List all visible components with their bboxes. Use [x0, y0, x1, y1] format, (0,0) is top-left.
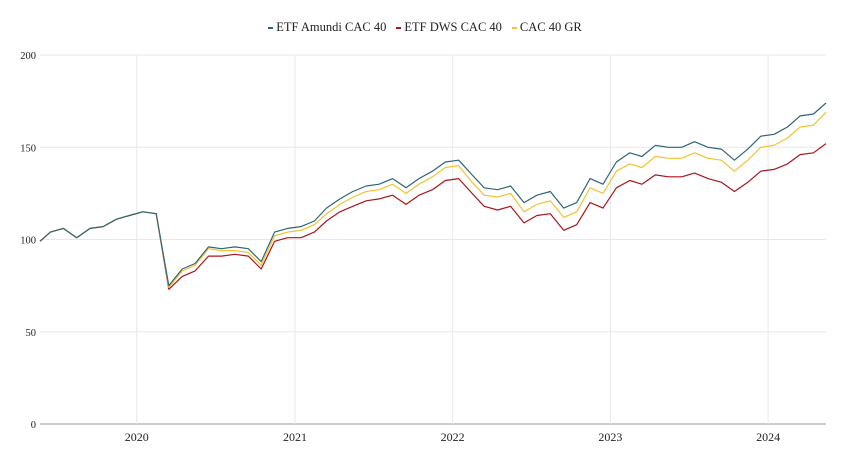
y-tick-label: 0 — [31, 420, 36, 431]
legend-item[interactable]: CAC 40 GR — [511, 20, 582, 34]
x-tick-label: 2023 — [598, 430, 622, 444]
y-tick-label: 200 — [20, 51, 36, 62]
series-line-cac-40-gr — [39, 111, 827, 289]
legend-label: ETF DWS CAC 40 — [404, 20, 502, 34]
legend-label: CAC 40 GR — [519, 20, 582, 34]
x-tick-label: 2024 — [756, 430, 780, 444]
legend-swatch — [511, 27, 517, 30]
x-tick-label: 2020 — [125, 430, 149, 444]
legend-label: ETF Amundi CAC 40 — [276, 20, 387, 34]
legend-swatch — [396, 27, 402, 30]
legend-item[interactable]: ETF DWS CAC 40 — [396, 20, 502, 34]
y-tick-label: 150 — [20, 143, 36, 154]
x-tick-label: 2022 — [441, 430, 465, 444]
legend: ETF Amundi CAC 40 ETF DWS CAC 40 CAC 40 GR — [0, 20, 850, 35]
legend-item[interactable]: ETF Amundi CAC 40 — [268, 20, 386, 34]
y-tick-label: 100 — [20, 236, 36, 247]
legend-swatch — [268, 27, 274, 30]
y-tick-label: 50 — [26, 328, 37, 339]
series-line-etf-amundi-cac-40 — [39, 102, 827, 287]
x-tick-label: 2021 — [283, 430, 307, 444]
series-line-etf-dws-cac-40 — [39, 143, 827, 290]
